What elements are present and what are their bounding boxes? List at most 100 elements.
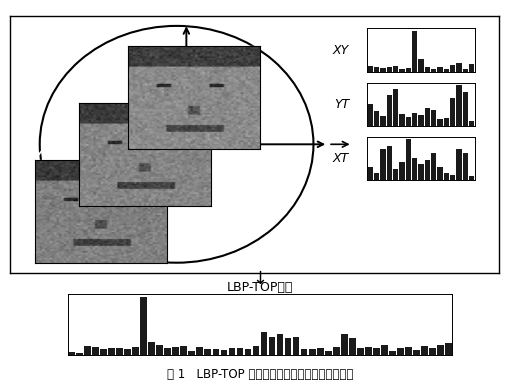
Bar [368, 105, 373, 126]
Bar [269, 337, 276, 355]
Bar [357, 348, 363, 355]
Text: XY: XY [333, 44, 349, 57]
Bar [374, 112, 380, 126]
Bar [293, 337, 300, 355]
Bar [469, 176, 474, 180]
Bar [418, 115, 424, 126]
Bar [437, 345, 444, 355]
Bar [387, 145, 392, 180]
Bar [84, 346, 91, 355]
Bar [116, 348, 123, 355]
Bar [261, 332, 267, 355]
Bar [405, 347, 412, 355]
Bar [425, 67, 430, 72]
Bar [399, 114, 405, 126]
Bar [341, 334, 347, 355]
Bar [421, 346, 428, 355]
Bar [173, 347, 179, 355]
Bar [412, 158, 418, 180]
Bar [188, 351, 196, 355]
Bar [284, 338, 292, 355]
Text: 图 1   LBP-TOP 提取微表情图像序列的时空域特征: 图 1 LBP-TOP 提取微表情图像序列的时空域特征 [167, 369, 353, 381]
Bar [397, 348, 404, 355]
Bar [393, 66, 398, 72]
Bar [76, 353, 83, 355]
Bar [368, 167, 373, 180]
Bar [425, 108, 430, 126]
Bar [301, 349, 307, 355]
Bar [431, 69, 436, 72]
Bar [450, 66, 456, 72]
Bar [456, 63, 462, 72]
Bar [180, 346, 187, 355]
Bar [349, 338, 356, 355]
Bar [444, 69, 449, 72]
Bar [365, 347, 372, 355]
Bar [406, 139, 411, 180]
Bar [418, 58, 424, 72]
Bar [197, 347, 203, 355]
Text: LBP-TOP特征: LBP-TOP特征 [227, 281, 293, 294]
Bar [412, 30, 418, 72]
Bar [157, 345, 163, 355]
Bar [399, 163, 405, 180]
Bar [244, 349, 251, 355]
Text: ↓: ↓ [252, 270, 268, 288]
Bar [456, 85, 462, 126]
Bar [406, 117, 411, 126]
Bar [309, 349, 316, 355]
Bar [418, 165, 424, 180]
Bar [389, 351, 396, 355]
Bar [431, 110, 436, 126]
Bar [437, 119, 443, 126]
Bar [324, 351, 332, 355]
Bar [380, 149, 386, 180]
Bar [228, 348, 236, 355]
Bar [444, 118, 449, 126]
Bar [450, 176, 456, 180]
Bar [213, 349, 219, 355]
Bar [412, 113, 418, 126]
Bar [277, 334, 283, 355]
Bar [456, 149, 462, 180]
Bar [380, 68, 386, 72]
Bar [406, 68, 411, 72]
Bar [393, 169, 398, 180]
Bar [393, 89, 398, 126]
Bar [444, 174, 449, 180]
Bar [437, 167, 443, 180]
Bar [429, 347, 436, 355]
Bar [463, 92, 468, 126]
Bar [463, 152, 468, 180]
Bar [237, 347, 243, 355]
Bar [374, 174, 380, 180]
Bar [253, 346, 259, 355]
Bar [124, 349, 131, 355]
Bar [463, 69, 468, 72]
Bar [374, 67, 380, 72]
Bar [380, 116, 386, 126]
Text: YT: YT [334, 98, 349, 111]
Text: XT: XT [333, 152, 349, 165]
Bar [68, 353, 75, 355]
Bar [108, 347, 115, 355]
Bar [381, 345, 388, 355]
Bar [437, 67, 443, 72]
Bar [399, 69, 405, 72]
Bar [333, 347, 340, 355]
Bar [425, 161, 430, 180]
Bar [368, 66, 373, 72]
Bar [450, 99, 456, 126]
Bar [140, 297, 147, 355]
Bar [204, 349, 211, 355]
Bar [148, 342, 155, 355]
Bar [469, 121, 474, 126]
Bar [132, 347, 139, 355]
Bar [413, 350, 420, 355]
Bar [164, 348, 171, 355]
Bar [373, 347, 380, 355]
Bar [469, 64, 474, 72]
Bar [317, 348, 323, 355]
Bar [445, 343, 452, 355]
Bar [387, 94, 392, 126]
